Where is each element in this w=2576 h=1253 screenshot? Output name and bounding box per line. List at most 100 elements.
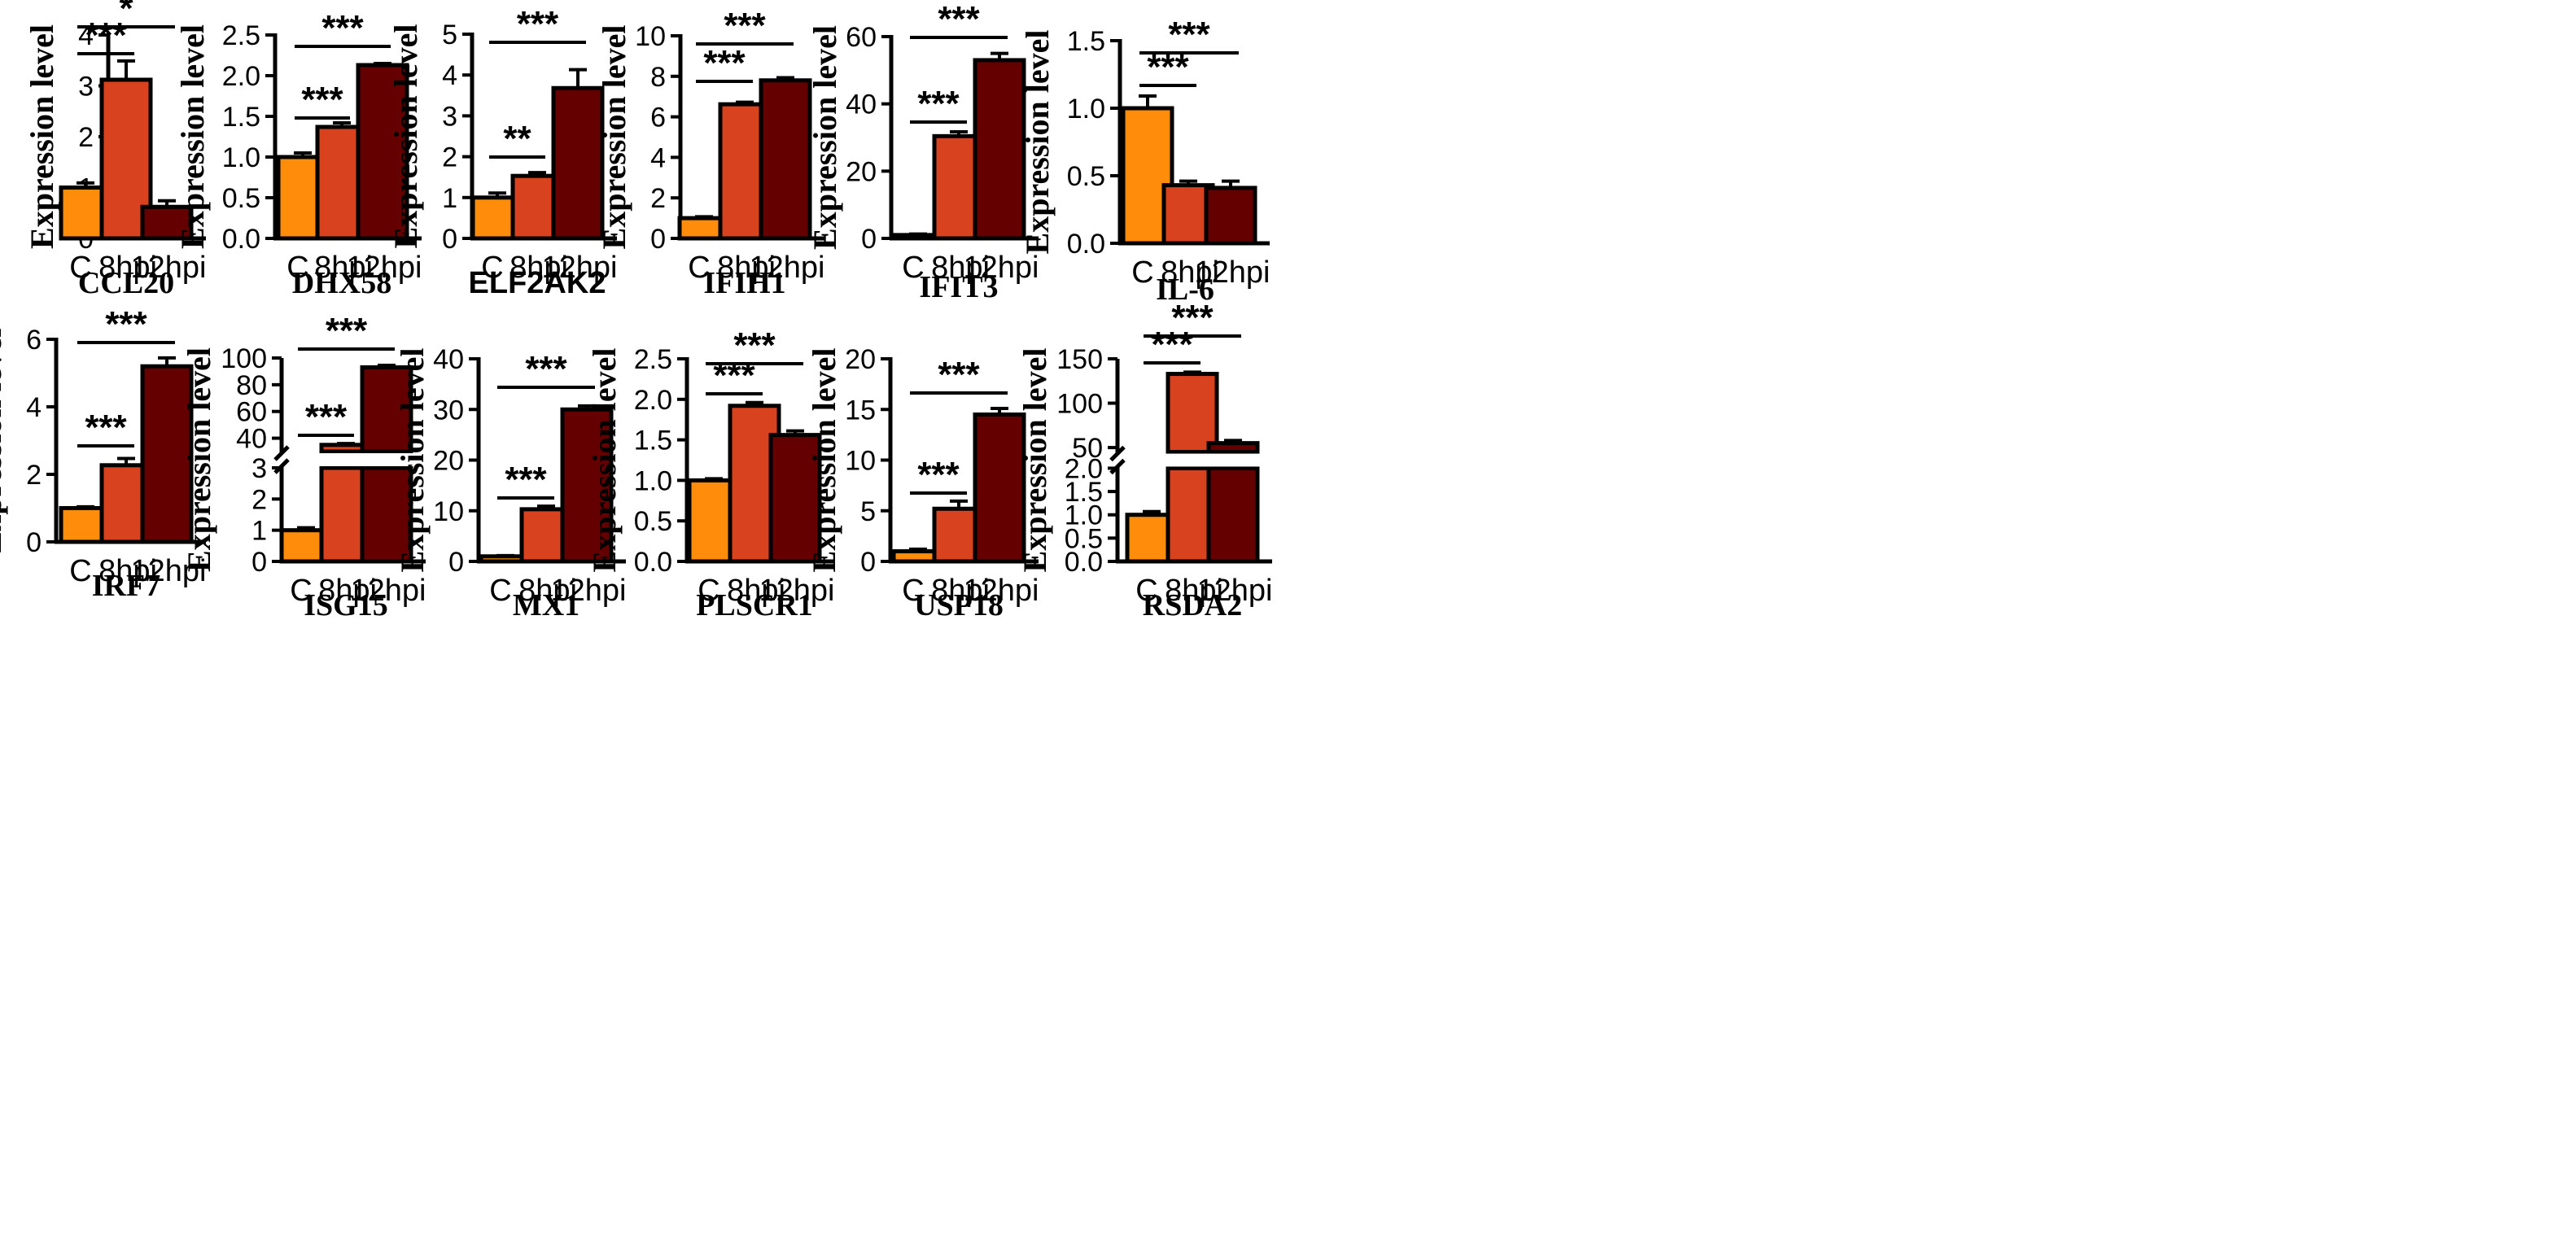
x-tick-label: 12hpi [131, 554, 207, 588]
y-tick-label: 2.5 [222, 20, 260, 51]
x-tick-label: C [1131, 255, 1153, 290]
y-tick-label: 20 [433, 446, 464, 477]
x-tick-label: 12hpi [131, 251, 207, 285]
y-tick-label: 0.5 [222, 183, 260, 214]
y-tick-label: 100 [221, 343, 267, 374]
y-tick-label: 0 [861, 224, 877, 255]
gene-label: USP18 [914, 588, 1004, 622]
y-tick-label: 3 [251, 453, 267, 484]
x-tick-label: C [688, 251, 710, 285]
x-tick-label: C [698, 574, 719, 608]
y-tick-label: 4 [442, 60, 457, 91]
y-tick-label: 1 [442, 183, 457, 214]
x-tick-label: 8hpi [717, 251, 776, 285]
y-tick-label: 2 [78, 122, 94, 153]
y-axis-label: Expression level [1019, 30, 1056, 255]
gene-label: RSDA2 [1143, 588, 1242, 622]
y-tick-label: 8 [650, 62, 666, 93]
panel-dhx58: 0.0 0.5 1.0 1.5 2.0 2.5 Expression level C 8hpi1… [174, 8, 422, 300]
x-tick-label: 12hpi [964, 251, 1039, 285]
y-tick-label: 1.5 [1065, 477, 1103, 508]
y-tick-label: 0.5 [1067, 161, 1105, 192]
bar-C [1121, 106, 1174, 246]
y-tick-label: 80 [236, 370, 267, 401]
y-tick-label: 10 [635, 21, 666, 52]
y-tick-label: 2 [26, 460, 42, 491]
y-tick-label: 30 [433, 395, 464, 426]
y-tick-label: 60 [846, 22, 877, 53]
x-tick-label: 12hpi [750, 251, 825, 285]
y-tick-label: 20 [846, 156, 877, 187]
x-tick-label: 8hpi [98, 554, 157, 588]
x-tick-label: 12hpi [551, 574, 627, 608]
y-tick-label: 10 [845, 446, 876, 477]
y-tick-label: 20 [845, 344, 876, 375]
significance-label: *** [917, 84, 960, 124]
x-tick-label: 12hpi [1197, 574, 1273, 608]
significance-label: *** [517, 4, 559, 44]
y-tick-label: 2 [442, 142, 457, 173]
y-tick-label: 1.0 [634, 465, 672, 496]
y-tick-label: 1.5 [634, 426, 672, 456]
gene-label: CCL20 [78, 266, 174, 300]
y-axis-label: Expression level [394, 348, 431, 573]
y-tick-label: 2.0 [222, 61, 260, 92]
y-axis-label: Expression level [596, 25, 632, 250]
y-axis-label: Expression level [0, 329, 8, 553]
x-tick-label: C [902, 251, 924, 285]
bar-12hpi-lower [1206, 465, 1260, 564]
y-tick-label: 2 [251, 484, 267, 515]
significance-label: *** [1151, 325, 1193, 365]
bar-12hpi [560, 407, 614, 564]
significance-label: *** [505, 460, 547, 500]
gene-label: DHX58 [292, 266, 391, 300]
axis-break-gap [1205, 453, 1261, 467]
significance-label: *** [1171, 298, 1214, 338]
y-axis-label: Expression level [174, 24, 211, 249]
significance-label: *** [1168, 15, 1210, 55]
y-axis-label: Expression level [586, 348, 623, 573]
x-tick-label: C [69, 251, 91, 285]
y-tick-label: 0.5 [1065, 523, 1103, 554]
y-tick-label: 6 [26, 325, 42, 356]
bar-12hpi [1206, 441, 1260, 455]
y-tick-label: 0 [442, 224, 457, 255]
significance-label: *** [85, 15, 127, 55]
significance-label: *** [917, 455, 960, 495]
x-tick-label: 8hpi [931, 251, 990, 285]
bar-12hpi [759, 78, 812, 241]
significance-label: *** [525, 349, 567, 389]
y-tick-label: 1.0 [222, 142, 260, 173]
bar-12hpi [973, 58, 1026, 241]
x-tick-label: 12hpi [351, 574, 426, 608]
y-tick-label: 0 [650, 224, 666, 255]
axis-break-mark [1109, 445, 1126, 462]
x-tick-label: 12hpi [759, 574, 835, 608]
y-tick-label: 1.0 [1067, 94, 1105, 124]
y-tick-label: 2 [650, 183, 666, 214]
x-tick-label: 8hpi [510, 251, 568, 285]
gene-label: PLSCR1 [696, 588, 813, 622]
bar-8hpi [1166, 372, 1219, 455]
significance-label: *** [105, 304, 147, 344]
significance-label: *** [305, 397, 348, 437]
y-tick-label: 50 [1072, 433, 1103, 464]
y-axis-label: Expression level [181, 347, 217, 572]
significance-label: * [119, 0, 133, 28]
significance-label: ** [503, 119, 531, 159]
gene-label: IFIT3 [919, 270, 998, 304]
significance-label: *** [85, 408, 127, 448]
bar-12hpi [1204, 186, 1257, 246]
y-tick-label: 40 [433, 344, 464, 375]
x-tick-label: 8hpi [931, 574, 990, 608]
panel-plscr1: 0.0 0.5 1.0 1.5 2.0 2.5 Expression level C 8hpi1… [586, 325, 834, 622]
significance-label: *** [703, 43, 746, 83]
x-tick-label: 12hpi [1195, 255, 1271, 290]
y-axis-label: Expression level [24, 24, 60, 249]
